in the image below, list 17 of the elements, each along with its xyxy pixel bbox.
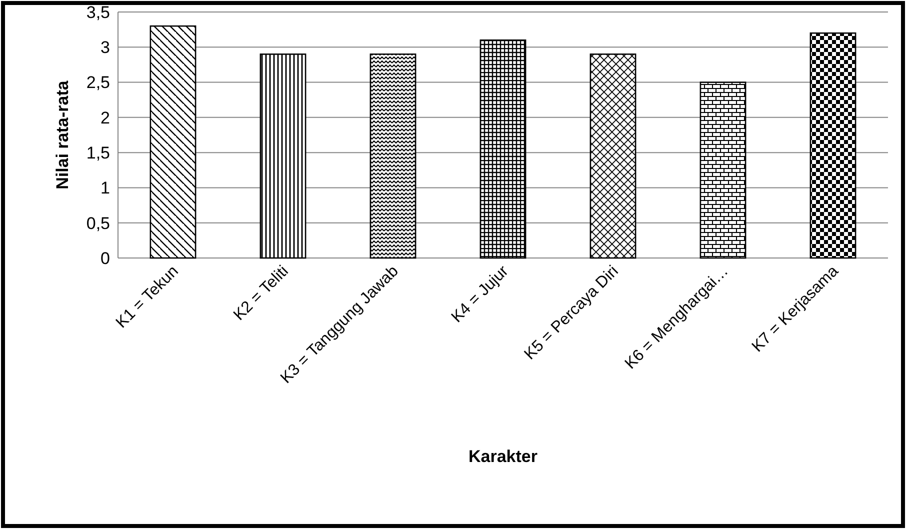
- y-tick-label: 1,5: [86, 144, 110, 163]
- y-tick-label: 0,5: [86, 214, 110, 233]
- y-tick-label: 1: [100, 178, 110, 198]
- y-tick-label: 2: [100, 108, 110, 128]
- x-axis-title: Karakter: [468, 447, 538, 466]
- bar: [150, 25, 196, 259]
- y-tick-label: 3,5: [86, 2, 110, 22]
- y-tick-label: 0: [100, 248, 110, 268]
- y-axis-title: Nilai rata-rata: [53, 80, 72, 190]
- bar: [480, 39, 526, 259]
- bar: [260, 54, 306, 259]
- y-tick-label: 2,5: [86, 73, 110, 92]
- bar: [370, 54, 416, 259]
- y-tick-label: 3: [100, 38, 110, 58]
- bar: [810, 32, 856, 259]
- bar: [700, 82, 746, 259]
- bar: [590, 54, 636, 259]
